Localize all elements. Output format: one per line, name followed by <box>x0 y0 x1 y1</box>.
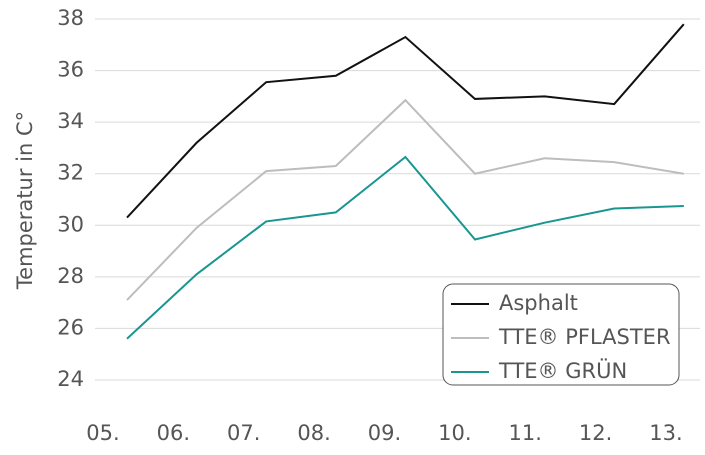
y-tick-label: 34 <box>57 109 84 133</box>
x-tick-label: 07. <box>227 421 260 445</box>
x-tick-label: 11. <box>509 421 542 445</box>
y-tick-label: 32 <box>57 161 84 185</box>
line-series <box>126 23 685 219</box>
x-tick-label: 13. <box>649 421 682 445</box>
line-series <box>126 98 684 301</box>
y-tick-label: 30 <box>57 212 84 236</box>
legend: Asphalt TTE® PFLASTER TTE® GRÜN <box>442 283 680 386</box>
y-tick-label: 28 <box>57 264 84 288</box>
y-tick-label: 38 <box>57 6 84 30</box>
legend-label: TTE® GRÜN <box>498 358 627 383</box>
x-tick-label: 12. <box>579 421 612 445</box>
legend-label: Asphalt <box>499 291 578 315</box>
legend-label: TTE® PFLASTER <box>498 325 671 349</box>
y-tick-label: 26 <box>57 315 84 339</box>
x-tick-label: 06. <box>157 421 190 445</box>
line-series <box>126 155 684 340</box>
y-tick-label: 36 <box>57 58 84 82</box>
legend-box <box>442 283 680 386</box>
x-tick-label: 10. <box>438 421 471 445</box>
x-tick-label: 09. <box>368 421 401 445</box>
x-tick-label: 08. <box>297 421 330 445</box>
x-tick-label: 05. <box>86 421 119 445</box>
y-axis-label: Temperatur in C° <box>13 111 37 290</box>
y-tick-label: 24 <box>57 367 84 391</box>
